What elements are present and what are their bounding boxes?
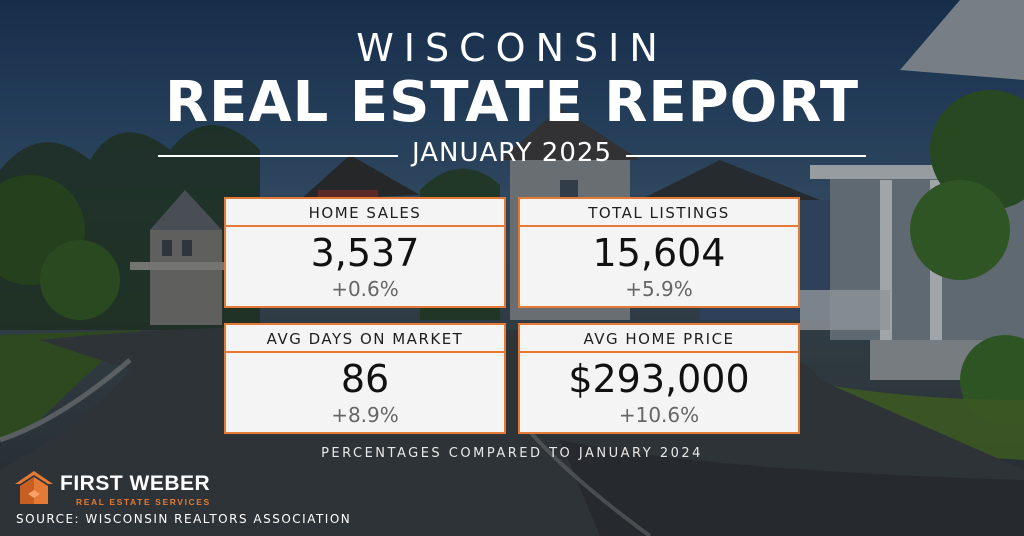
divider-line-left: [158, 155, 398, 157]
comparison-footnote: PERCENTAGES COMPARED TO JANUARY 2024: [321, 446, 703, 461]
report-period: JANUARY 2025: [412, 138, 612, 168]
stat-label: TOTAL LISTINGS: [520, 199, 798, 227]
stat-change: +8.9%: [331, 403, 399, 427]
report-period-row: JANUARY 2025: [158, 138, 866, 172]
stat-card-total-listings: TOTAL LISTINGS 15,604 +5.9%: [518, 197, 800, 308]
brand-logo: FIRST WEBER REAL ESTATE SERVICES: [14, 470, 274, 510]
stat-card-avg-days-on-market: AVG DAYS ON MARKET 86 +8.9%: [224, 323, 506, 434]
data-source-credit: SOURCE: WISCONSIN REALTORS ASSOCIATION: [16, 512, 352, 526]
brand-tagline: REAL ESTATE SERVICES: [76, 497, 211, 507]
stat-value: 3,537: [310, 231, 420, 275]
stat-card-home-sales: HOME SALES 3,537 +0.6%: [224, 197, 506, 308]
stat-label: AVG HOME PRICE: [520, 325, 798, 353]
stat-change: +5.9%: [625, 277, 693, 301]
report-state-title: WISCONSIN: [356, 26, 668, 70]
house-roof-logo-icon: [15, 471, 53, 504]
report-main-title: REAL ESTATE REPORT: [164, 70, 860, 135]
stat-value: 15,604: [592, 231, 726, 275]
stat-label: AVG DAYS ON MARKET: [226, 325, 504, 353]
divider-line-right: [626, 155, 866, 157]
stat-change: +10.6%: [618, 403, 700, 427]
brand-name: FIRST WEBER: [60, 472, 211, 495]
stat-value: $293,000: [568, 357, 750, 401]
stat-change: +0.6%: [331, 277, 399, 301]
stat-value: 86: [340, 357, 390, 401]
stat-card-avg-home-price: AVG HOME PRICE $293,000 +10.6%: [518, 323, 800, 434]
stat-label: HOME SALES: [226, 199, 504, 227]
